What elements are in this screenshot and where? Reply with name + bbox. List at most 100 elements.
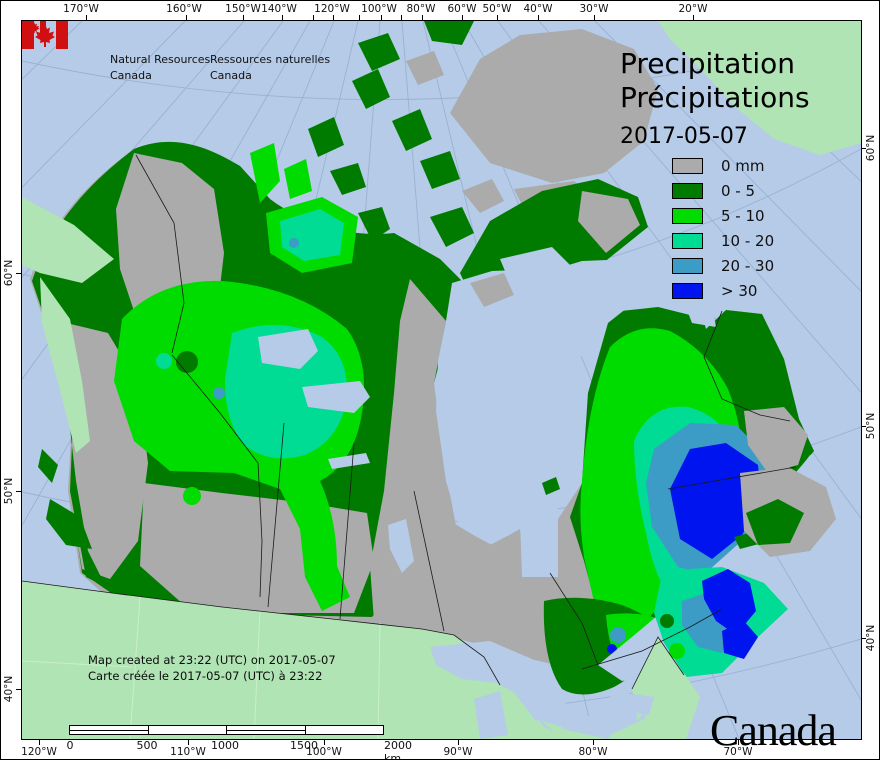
lat-label-left: 40°N: [3, 675, 15, 703]
tick: [458, 740, 459, 745]
wordmark-flag-icon: [22, 21, 46, 34]
creation-note-en: Map created at 23:22 (UTC) on 2017-05-07: [88, 653, 336, 667]
lon-label-top: 80°W: [406, 3, 436, 15]
legend-label: 0 mm: [721, 156, 765, 175]
scale-bar: 0 500 1000 1500 2000 km: [66, 725, 429, 759]
tick: [282, 15, 283, 20]
tick: [738, 740, 739, 745]
tick: [243, 15, 244, 20]
legend-label: 5 - 10: [721, 206, 765, 225]
legend-row: > 30: [672, 278, 774, 303]
lon-label-top: 50°W: [482, 3, 512, 15]
dept-fr-line2: Canada: [210, 68, 252, 82]
tick: [861, 148, 866, 149]
scale-label: 0: [66, 739, 74, 752]
legend-label: 20 - 30: [721, 256, 775, 275]
tick: [188, 740, 189, 745]
legend-swatch-gt30: [672, 282, 703, 299]
tick: [497, 15, 498, 20]
legend-row: 10 - 20: [672, 228, 774, 253]
tick: [462, 15, 463, 20]
lon-label-bottom: 70°W: [723, 746, 753, 758]
title-fr: Précipitations: [620, 81, 810, 114]
scale-midline: [226, 729, 305, 731]
tick: [313, 15, 314, 20]
map-viewport: Natural Resources Canada Ressources natu…: [21, 20, 862, 759]
tick: [422, 15, 423, 20]
canada-precipitation-map: [22, 21, 861, 739]
department-name-en: Natural Resources Canada: [110, 52, 210, 84]
legend-row: 20 - 30: [672, 253, 774, 278]
tick: [861, 426, 866, 427]
legend-swatch-0mm: [672, 157, 703, 174]
lat-label-right: 50°N: [865, 412, 877, 440]
tick: [593, 740, 594, 745]
dept-en-line1: Natural Resources: [110, 53, 211, 66]
scale-bar-rule: [69, 725, 384, 735]
scale-divider: [305, 726, 306, 734]
creation-note: Map created at 23:22 (UTC) on 2017-05-07…: [88, 652, 336, 685]
legend-label: > 30: [721, 281, 758, 300]
lon-label-top: 150°W: [225, 3, 261, 15]
tick: [693, 15, 694, 20]
boundaries: [22, 154, 797, 690]
tick: [381, 15, 382, 20]
lon-label-bottom: 110°W: [170, 746, 206, 758]
scale-label: 1500: [290, 739, 318, 752]
lon-label-top: 170°W: [63, 3, 99, 15]
lon-label-top: 100°W: [361, 3, 397, 15]
lon-label-top: 40°W: [523, 3, 553, 15]
lon-label-top: 120°W: [314, 3, 350, 15]
legend-row: 0 mm: [672, 153, 774, 178]
lon-label-top: 20°W: [678, 3, 708, 15]
canada-wordmark: Canada: [710, 706, 837, 755]
legend-swatch-5-10: [672, 207, 703, 224]
legend-row: 0 - 5: [672, 178, 774, 203]
tick: [186, 15, 187, 20]
lon-label-bottom: 100°W: [306, 746, 342, 758]
tick: [86, 15, 87, 20]
legend-label: 10 - 20: [721, 231, 775, 250]
scale-midline: [70, 729, 148, 731]
legend-row: 5 - 10: [672, 203, 774, 228]
lon-label-bottom: 120°W: [21, 746, 57, 758]
lon-label-top: 60°W: [447, 3, 477, 15]
great-lakes: [430, 641, 654, 739]
scale-label: 1000: [211, 739, 239, 752]
lon-label-top: 30°W: [579, 3, 609, 15]
department-name-fr: Ressources naturelles Canada: [210, 52, 330, 84]
lon-label-top: 140°W: [261, 3, 297, 15]
map-date: 2017-05-07: [620, 124, 748, 149]
tick: [16, 273, 21, 274]
lon-label-bottom: 80°W: [578, 746, 608, 758]
legend-swatch-10-20: [672, 232, 703, 249]
lon-label-top: 160°W: [166, 3, 202, 15]
tick: [861, 638, 866, 639]
tick: [324, 740, 325, 745]
tick: [538, 15, 539, 20]
lat-label-right: 60°N: [865, 134, 877, 162]
tick: [594, 15, 595, 20]
tick: [39, 740, 40, 745]
lat-label-left: 60°N: [3, 259, 15, 287]
tick: [16, 689, 21, 690]
scale-label: 2000 km: [384, 739, 412, 760]
creation-note-fr: Carte créée le 2017-05-07 (UTC) à 23:22: [88, 669, 323, 684]
tick: [359, 15, 360, 20]
us-and-greenland: [22, 21, 861, 739]
atlantic-canada: [470, 273, 836, 677]
lat-label-left: 50°N: [3, 477, 15, 505]
scale-labels: 0 500 1000 1500 2000 km: [66, 739, 429, 759]
scale-divider: [148, 726, 149, 734]
scale-label: 500: [136, 739, 158, 752]
legend-swatch-20-30: [672, 257, 703, 274]
tick: [401, 15, 402, 20]
lon-label-bottom: 90°W: [443, 746, 473, 758]
map-title: Precipitation Précipitations 2017-05-07: [620, 47, 810, 154]
dept-en-line2: Canada: [110, 68, 152, 82]
precipitation-legend: 0 mm 0 - 5 5 - 10 10 - 20 20 - 30 > 30: [672, 153, 774, 303]
tick: [16, 491, 21, 492]
title-en: Precipitation: [620, 47, 796, 80]
legend-label: 0 - 5: [721, 181, 756, 200]
